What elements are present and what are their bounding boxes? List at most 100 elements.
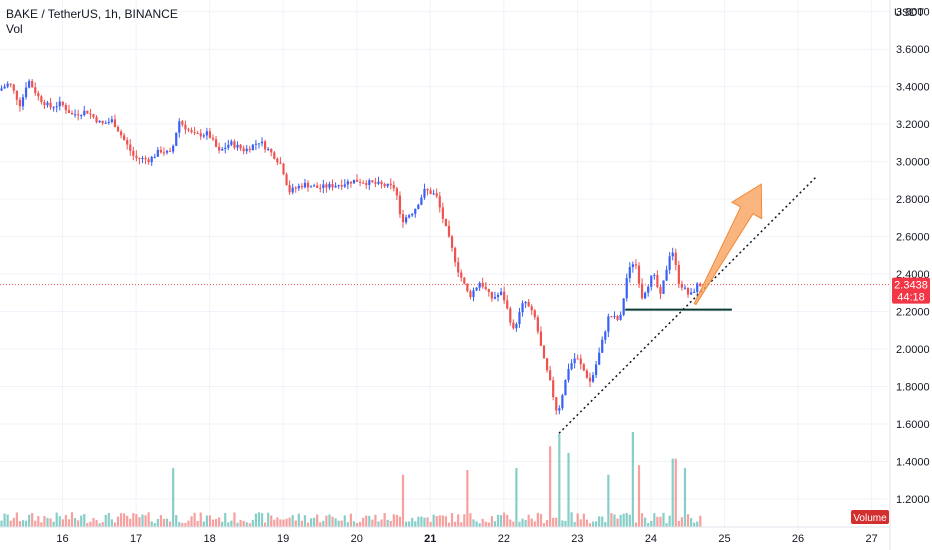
volume-bar [126, 515, 129, 527]
volume-bar [536, 512, 539, 527]
volume-bar [58, 516, 61, 527]
volume-bar [31, 512, 34, 527]
volume-bar [83, 514, 86, 527]
candle-body [156, 149, 159, 157]
candle-body [628, 267, 631, 279]
candle-body [604, 331, 607, 340]
candle-body [582, 364, 585, 371]
candle-body [696, 283, 699, 292]
candle-body [659, 286, 662, 294]
candle-body [313, 185, 316, 187]
candle-body [444, 218, 448, 226]
candle-body [579, 358, 582, 365]
volume-bar [576, 513, 579, 527]
candle-body [319, 187, 322, 189]
volume-bar [598, 516, 601, 527]
volume-bar [64, 515, 67, 527]
candle-body [239, 144, 242, 149]
volume-bar [52, 521, 55, 527]
volume-bar [604, 522, 607, 527]
candle-body [346, 181, 349, 185]
volume-bar [432, 514, 435, 527]
volume-bar [693, 522, 696, 527]
trend-line[interactable] [558, 176, 817, 434]
candle-body [267, 149, 270, 151]
time-tick-label: 21 [424, 533, 436, 545]
candle-body [383, 184, 386, 187]
candle-body [34, 87, 37, 94]
candle-body [218, 146, 221, 151]
volume-bar [144, 515, 147, 527]
volume-bar [300, 520, 303, 527]
candle-body [533, 310, 536, 318]
candle-body [674, 252, 677, 265]
volume-bar [640, 513, 644, 527]
candle-body [55, 106, 58, 108]
volume-bar [447, 522, 451, 527]
time-tick-label: 20 [351, 533, 363, 545]
volume-bar [104, 514, 107, 527]
volume-bar [24, 520, 28, 527]
time-tick-label: 17 [130, 533, 142, 545]
candle-body [524, 301, 527, 304]
candle-body [610, 316, 613, 318]
volume-bar [239, 519, 242, 527]
volume-bar [211, 519, 215, 527]
volume-indicator-label[interactable]: Vol [6, 22, 23, 36]
candle-body [40, 96, 43, 103]
volume-bar [40, 522, 43, 527]
candle-body [374, 182, 377, 184]
price-tick-label: 1.6000 [896, 419, 930, 431]
candle-body [306, 182, 310, 188]
volume-bar [499, 515, 503, 527]
candle-body [337, 185, 340, 187]
volume-bar [699, 515, 702, 527]
candle-body [73, 114, 77, 116]
candle-body [619, 314, 622, 320]
forecast-arrow[interactable] [693, 183, 763, 306]
volume-bar [665, 523, 668, 527]
candle-body [227, 144, 230, 148]
candle-body [644, 292, 647, 299]
candle-body [668, 256, 671, 270]
candle-body [386, 183, 389, 187]
volume-bar [325, 515, 328, 527]
last-price-label: 2.3438 [894, 280, 928, 292]
volume-bar [0, 520, 3, 527]
candle-body [693, 291, 696, 293]
candle-body [683, 287, 687, 289]
volume-bar [644, 517, 647, 527]
volume-bar [460, 522, 463, 527]
symbol-title[interactable]: BAKE / TetherUS, 1h, BINANCE [6, 7, 178, 21]
volume-bar [683, 468, 687, 527]
volume-badge-label: Volume [853, 513, 887, 524]
volume-bar [426, 517, 429, 527]
volume-bar [245, 522, 248, 527]
price-axis[interactable]: 3.8000 3.6000 3.4000 3.2000 3.0000 2.8000 2.60… [896, 7, 930, 506]
volume-bar [55, 512, 58, 527]
candle-body [460, 272, 463, 278]
candle-body [328, 183, 331, 188]
volume-bar [429, 521, 432, 527]
volume-bar [313, 517, 316, 527]
volume-bar [625, 512, 628, 527]
price-tick-label: 3.0000 [896, 157, 930, 169]
time-axis[interactable]: 16 17 18 19 20 21 22 23 24 25 26 27 [56, 533, 877, 545]
volume-bar [89, 521, 92, 527]
price-tick-label: 3.2000 [896, 119, 930, 131]
volume-bar [178, 522, 181, 527]
candle-body [316, 185, 319, 188]
volume-bar [481, 518, 484, 527]
volume-bar [168, 521, 172, 527]
volume-bar [110, 519, 113, 527]
candle-body [89, 113, 92, 115]
volume-bar [18, 521, 22, 527]
volume-bar [147, 512, 150, 527]
volume-bar [380, 519, 383, 527]
candle-body [401, 214, 405, 223]
candle-body [417, 204, 420, 209]
candle-body [205, 131, 208, 136]
volume-bar [558, 433, 561, 527]
price-tick-label: 3.8000 [896, 7, 930, 19]
